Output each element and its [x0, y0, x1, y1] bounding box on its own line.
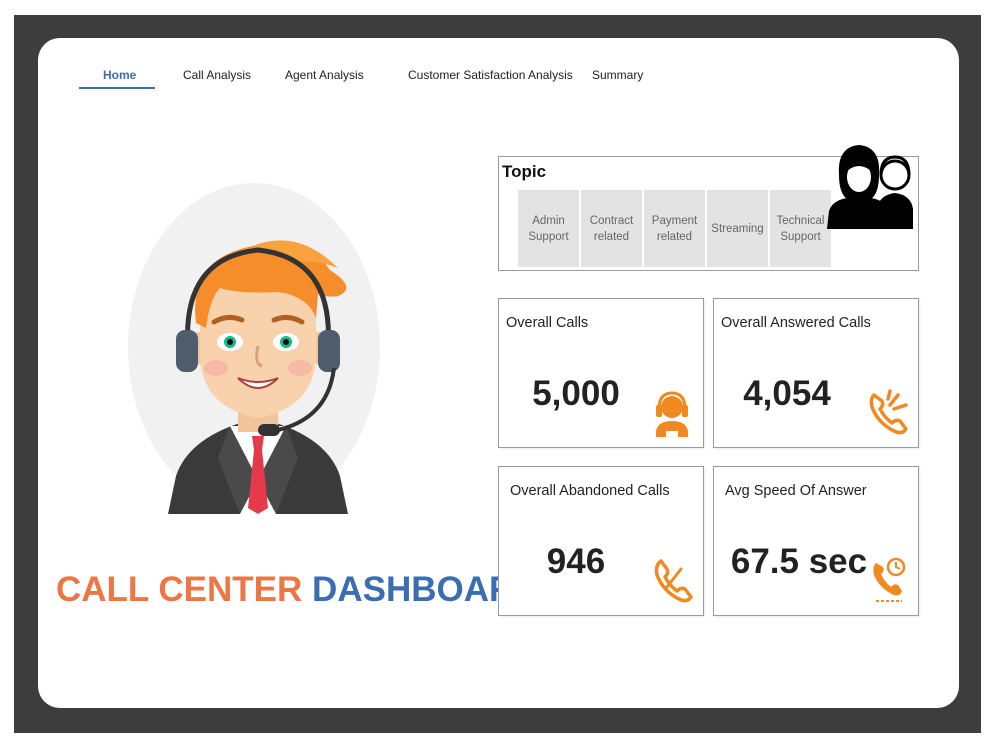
dashboard-canvas: Home Call Analysis Agent Analysis Custom…	[38, 38, 959, 708]
kpi-value: 5,000	[532, 374, 620, 413]
kpi-card-overall-abandoned-calls: Overall Abandoned Calls 946	[498, 466, 704, 616]
kpi-label: Avg Speed Of Answer	[725, 483, 867, 499]
phone-speed-icon	[873, 557, 906, 602]
call-center-agents-icon	[827, 145, 913, 229]
topic-option-technical-support[interactable]: Technical Support	[770, 190, 831, 267]
topic-options: Admin Support Contract related Payment r…	[518, 190, 831, 267]
phone-icon	[654, 559, 693, 603]
kpi-card-avg-speed-of-answer: Avg Speed Of Answer 67.5 sec	[713, 466, 919, 616]
kpi-value: 946	[546, 542, 606, 581]
kpi-label: Overall Abandoned Calls	[510, 483, 670, 499]
dashboard-title-part1: CALL CENTER	[56, 570, 303, 609]
kpi-label: Overall Calls	[506, 315, 589, 331]
agent-headset-icon	[656, 391, 688, 437]
kpi-label: Overall Answered Calls	[721, 315, 871, 331]
kpi-value: 67.5 sec	[730, 542, 868, 581]
tab-customer-satisfaction-analysis[interactable]: Customer Satisfaction Analysis	[408, 68, 573, 82]
topic-option-contract-related[interactable]: Contract related	[581, 190, 642, 267]
topic-slicer: Topic Admin Support Contract related Pay…	[498, 145, 919, 271]
topic-option-admin-support[interactable]: Admin Support	[518, 190, 579, 267]
kpi-value: 4,054	[743, 374, 831, 413]
tab-home[interactable]: Home	[103, 68, 137, 82]
top-navigation: Home Call Analysis Agent Analysis Custom…	[38, 38, 959, 98]
phone-ringing-icon	[869, 389, 908, 435]
dashboard-title: CALL CENTER DASHBOARD	[56, 570, 540, 610]
topic-option-streaming[interactable]: Streaming	[707, 190, 768, 267]
tab-call-analysis[interactable]: Call Analysis	[183, 68, 252, 82]
topic-option-payment-related[interactable]: Payment related	[644, 190, 705, 267]
tab-agent-analysis[interactable]: Agent Analysis	[285, 68, 364, 82]
kpi-card-overall-answered-calls: Overall Answered Calls 4,054	[713, 298, 919, 448]
kpi-card-overall-calls: Overall Calls 5,000	[498, 298, 704, 448]
call-center-agent-illustration	[168, 240, 348, 514]
active-tab-indicator	[79, 87, 155, 89]
topic-title: Topic	[502, 162, 547, 181]
tab-summary[interactable]: Summary	[592, 68, 644, 82]
